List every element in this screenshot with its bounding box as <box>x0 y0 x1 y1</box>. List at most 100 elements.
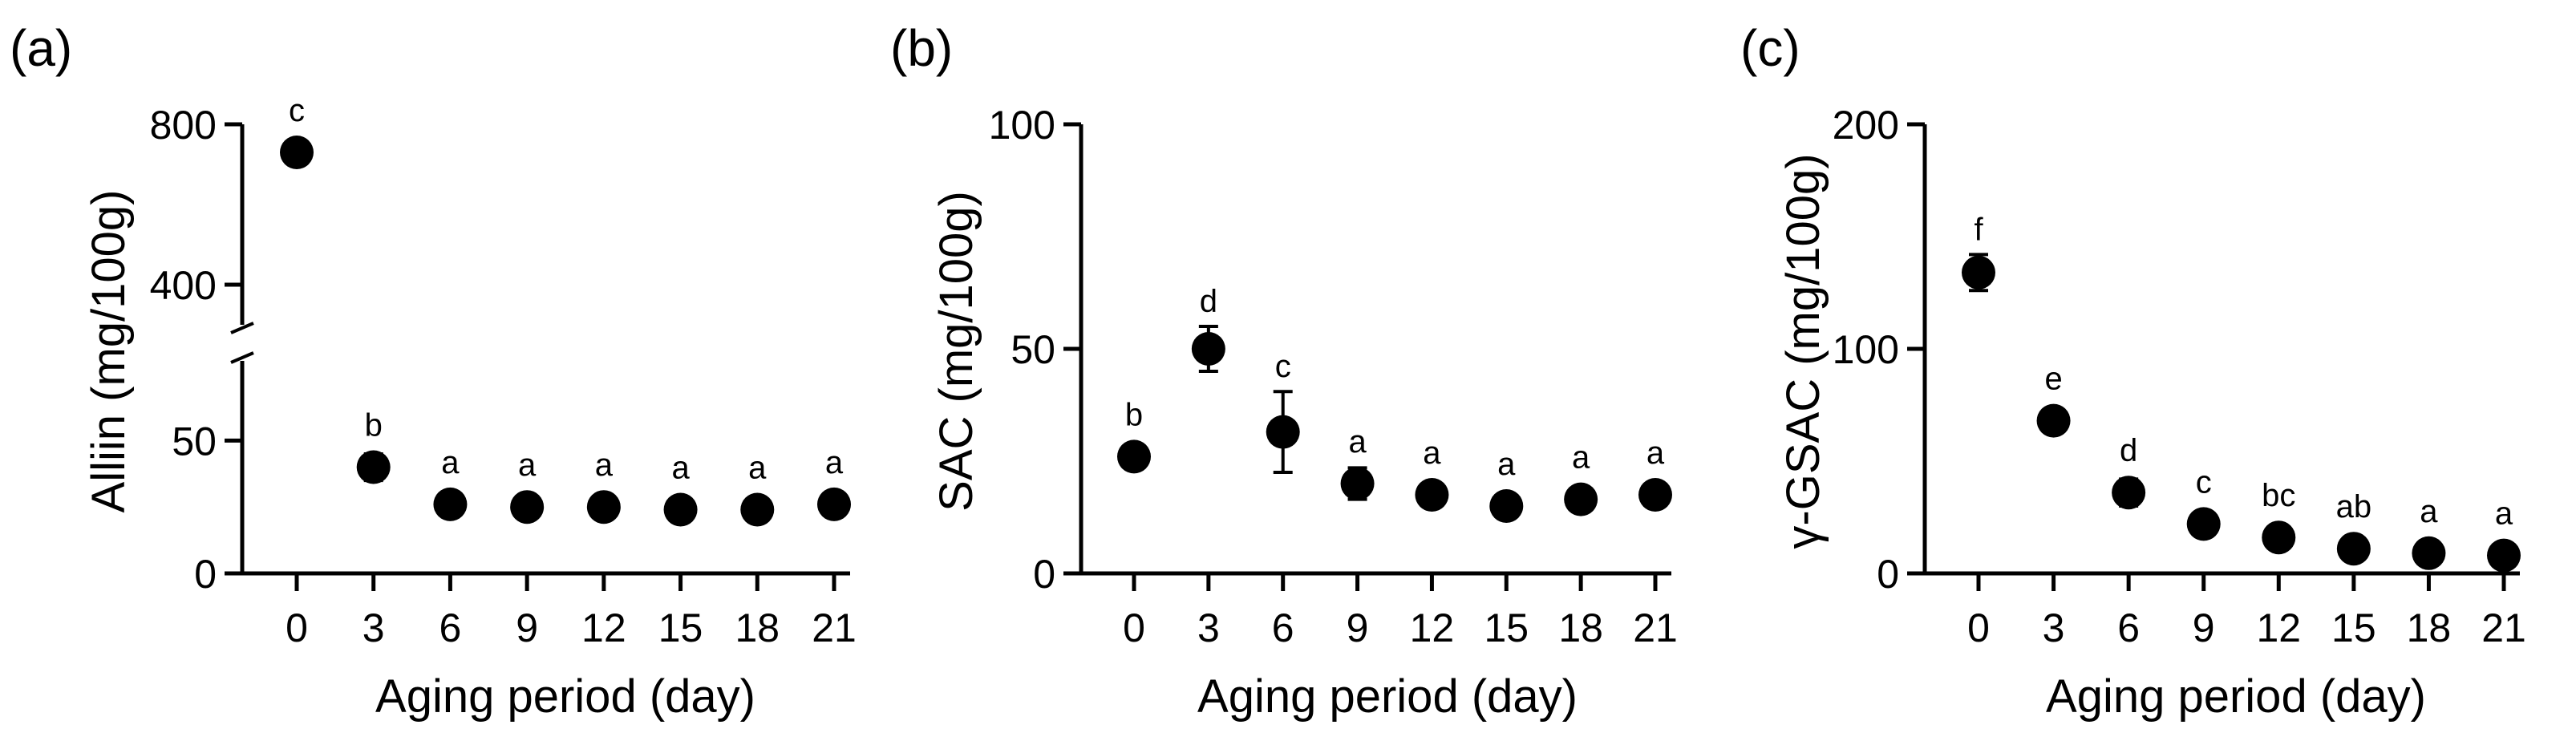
significance-letter: a <box>595 447 614 483</box>
x-tick-label: 12 <box>2256 605 2301 650</box>
panel-label: (b) <box>890 19 953 77</box>
y-tick-label: 400 <box>150 263 217 308</box>
x-axis-label: Aging period (day) <box>2046 670 2426 723</box>
x-tick-label: 21 <box>1633 605 1678 650</box>
axis-break-mark <box>230 322 254 334</box>
data-point <box>740 492 775 527</box>
y-tick-label: 800 <box>150 103 217 148</box>
data-point <box>2412 536 2446 570</box>
data-point <box>663 492 698 527</box>
significance-letter: e <box>2044 362 2062 397</box>
data-points: b d c a a a a a <box>1117 284 1672 523</box>
x-tick-label: 18 <box>2407 605 2452 650</box>
data-point <box>510 490 545 524</box>
panel-c-gsac: (c) γ-GSAC (mg/100g) Aging period (day) … <box>1740 19 2526 723</box>
significance-letter: a <box>671 451 690 486</box>
y-tick-label: 0 <box>1033 552 1055 597</box>
x-tick-label: 9 <box>516 605 538 650</box>
y-tick-label: 50 <box>1011 327 1055 372</box>
axis-break-mark <box>230 351 254 364</box>
y-tick-label: 100 <box>1833 327 1899 372</box>
significance-letter: bc <box>2262 478 2295 513</box>
significance-letter: ab <box>2336 489 2372 524</box>
significance-letter: a <box>825 445 844 480</box>
data-point <box>1340 467 1375 500</box>
significance-letter: a <box>1572 440 1590 476</box>
data-point <box>1638 478 1672 512</box>
significance-letter: c <box>2196 464 2212 500</box>
significance-letter: f <box>1974 212 1983 247</box>
significance-letter: a <box>1348 424 1367 460</box>
x-tick-label: 9 <box>1347 605 1369 650</box>
x-tick-label: 9 <box>2193 605 2215 650</box>
data-point <box>2036 403 2071 438</box>
data-point <box>1564 482 1598 516</box>
significance-letter: a <box>1646 435 1665 471</box>
y-tick-label: 0 <box>1877 552 1899 597</box>
significance-letter: c <box>1275 349 1291 384</box>
data-point <box>356 450 391 484</box>
x-tick-label: 0 <box>286 605 308 650</box>
data-point <box>1415 478 1449 512</box>
panel-label: (a) <box>10 19 72 77</box>
x-tick-label: 6 <box>2117 605 2140 650</box>
x-tick-label: 15 <box>658 605 703 650</box>
data-points: f e d c bc ab a a <box>1962 212 2521 573</box>
significance-letter: b <box>365 408 383 443</box>
y-tick-label: 200 <box>1833 103 1899 148</box>
y-axis-label: SAC (mg/100g) <box>930 191 982 512</box>
x-axis-ticks: 0 3 6 9 12 15 18 21 <box>1967 573 2526 650</box>
data-point <box>1191 332 1225 366</box>
data-point <box>433 487 468 521</box>
panel-label: (c) <box>1740 19 1800 77</box>
y-tick-label: 100 <box>989 103 1055 148</box>
x-tick-label: 3 <box>1197 605 1220 650</box>
data-point <box>2336 532 2371 566</box>
y-axis-ticks: 0 50 100 <box>989 103 1081 597</box>
data-point <box>2112 476 2146 510</box>
x-tick-label: 21 <box>812 605 857 650</box>
data-points: c b a a a a a a <box>280 93 851 527</box>
y-axis-ticks: 0 100 200 <box>1833 103 1925 597</box>
data-point <box>817 487 851 521</box>
data-point <box>1489 489 1524 523</box>
x-tick-label: 0 <box>1123 605 1145 650</box>
significance-letter: d <box>2120 433 2137 468</box>
y-tick-label: 50 <box>172 419 217 464</box>
x-tick-label: 21 <box>2481 605 2526 650</box>
y-axis-label: Alliin (mg/100g) <box>83 190 135 513</box>
significance-letter: a <box>748 451 767 486</box>
significance-letter: a <box>2420 494 2438 529</box>
panel-a-alliin: (a) Alliin (mg/100g) Aging period (day) … <box>10 19 857 723</box>
data-point <box>1962 255 1995 290</box>
x-tick-label: 0 <box>1967 605 1990 650</box>
x-tick-label: 12 <box>581 605 626 650</box>
panel-b-sac: (b) SAC (mg/100g) Aging period (day) 0 3 6… <box>890 19 1678 723</box>
significance-letter: b <box>1125 397 1143 432</box>
significance-letter: c <box>289 93 305 128</box>
x-tick-label: 6 <box>1272 605 1294 650</box>
data-point <box>2262 520 2296 555</box>
data-point <box>280 136 314 169</box>
x-tick-label: 18 <box>1558 605 1603 650</box>
x-tick-label: 18 <box>735 605 780 650</box>
x-tick-label: 12 <box>1410 605 1455 650</box>
x-tick-label: 3 <box>363 605 385 650</box>
x-axis-label: Aging period (day) <box>1197 670 1578 723</box>
y-tick-label: 0 <box>194 552 217 597</box>
x-axis-label: Aging period (day) <box>375 670 755 723</box>
x-axis-ticks: 0 3 6 9 12 15 18 21 <box>286 573 857 650</box>
y-axis-ticks: 0 50 400 800 <box>150 103 242 597</box>
data-point <box>2186 507 2221 541</box>
data-point <box>1117 439 1151 474</box>
significance-letter: a <box>441 445 460 480</box>
significance-letter: a <box>518 447 537 483</box>
x-tick-label: 15 <box>1484 605 1529 650</box>
significance-letter: a <box>1423 435 1441 471</box>
significance-letter: d <box>1200 284 1217 319</box>
y-axis-label: γ-GSAC (mg/100g) <box>1777 153 1829 549</box>
x-tick-label: 6 <box>439 605 462 650</box>
significance-letter: a <box>2495 496 2513 532</box>
x-axis-ticks: 0 3 6 9 12 15 18 21 <box>1123 573 1678 650</box>
